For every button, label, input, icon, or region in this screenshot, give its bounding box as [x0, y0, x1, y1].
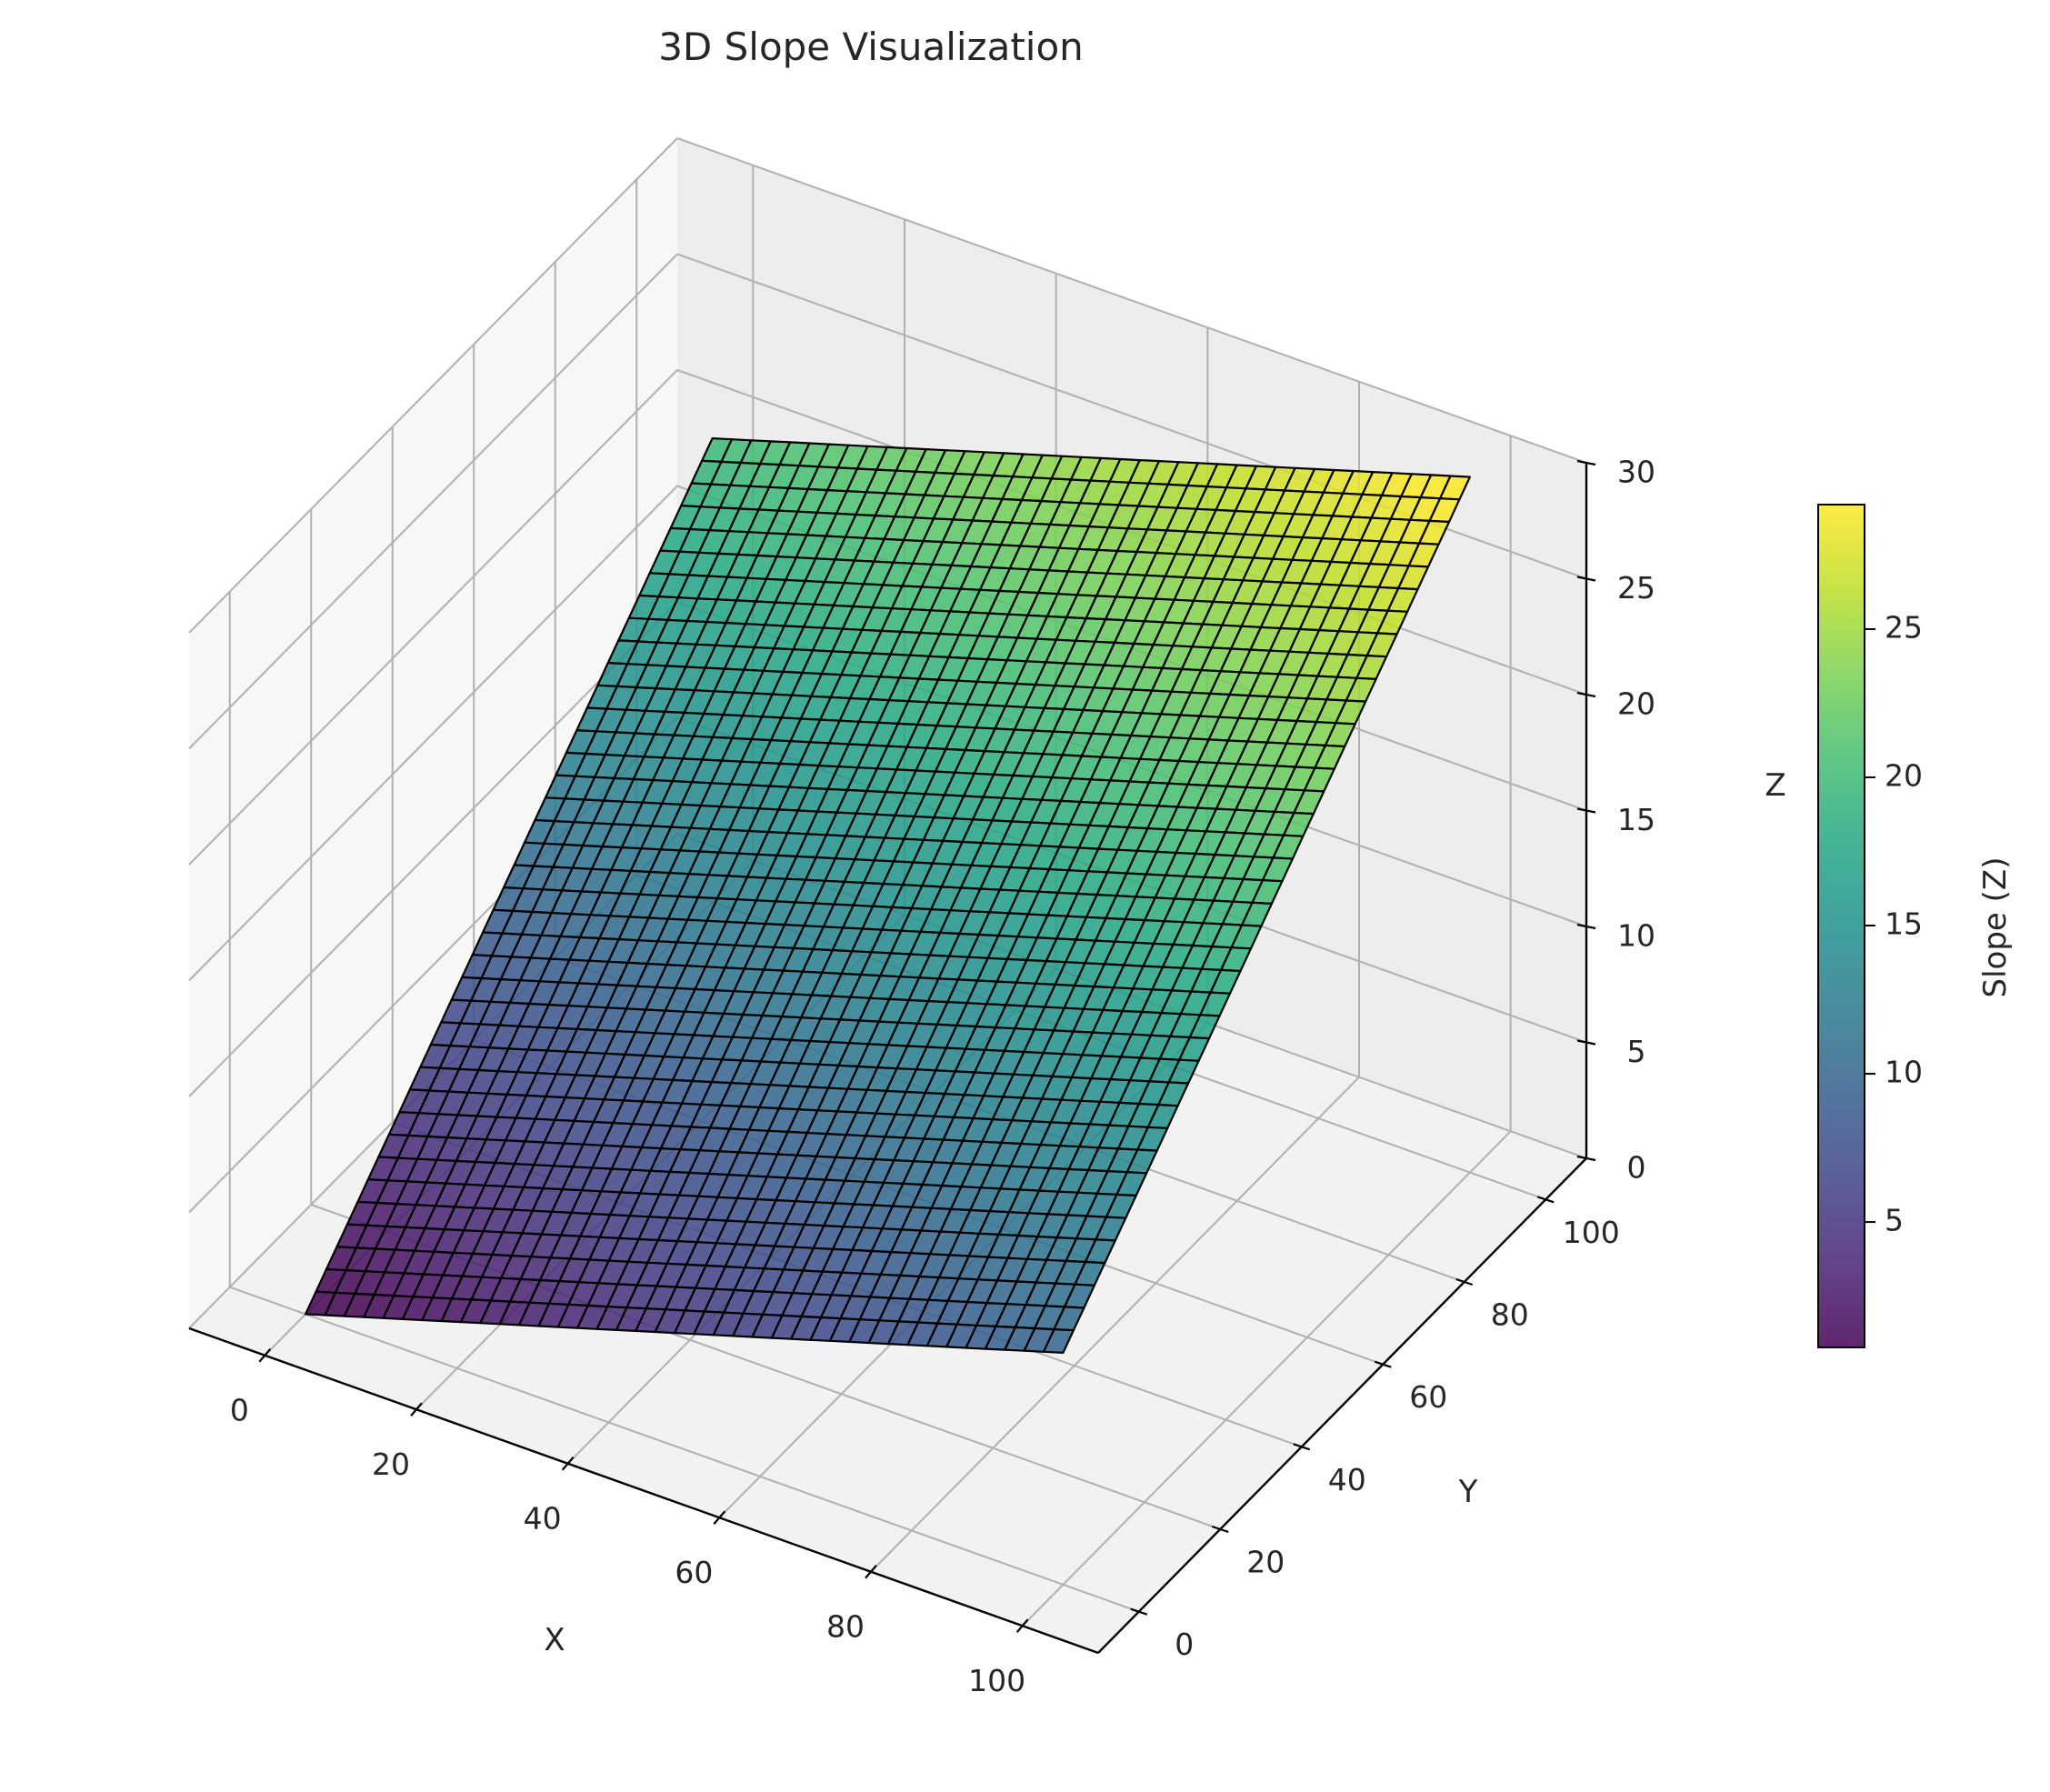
z-tick-label: 30	[1617, 455, 1655, 490]
z-tick-label: 25	[1617, 570, 1655, 606]
gridline-z-left	[188, 485, 678, 982]
z-tick	[1576, 691, 1596, 698]
z-tick-label: 20	[1617, 686, 1655, 722]
z-tick-label: 5	[1627, 1034, 1646, 1069]
gridline-x-floor	[1021, 1130, 1512, 1627]
x-tick-label: 0	[230, 1392, 249, 1427]
y-tick	[1130, 1607, 1148, 1616]
gridline-y-floor	[229, 1286, 1140, 1613]
x-tick-label: 80	[826, 1608, 865, 1644]
y-axis-line	[1097, 1157, 1587, 1654]
gridline-x-floor	[870, 1076, 1360, 1573]
z-tick-label: 0	[1627, 1150, 1646, 1186]
z-tick	[1576, 807, 1596, 814]
x-tick-label: 20	[372, 1447, 410, 1482]
x-tick	[1015, 1618, 1029, 1633]
z-tick	[1576, 459, 1596, 466]
y-tick	[1293, 1443, 1311, 1451]
z-tick	[1576, 576, 1596, 582]
x-tick	[713, 1510, 726, 1525]
y-tick-label: 80	[1491, 1297, 1529, 1333]
x-tick	[410, 1402, 423, 1417]
x-tick	[561, 1457, 575, 1471]
z-tick-label: 10	[1617, 918, 1655, 954]
colorbar-gradient	[1817, 504, 1865, 1348]
y-axis-label: Y	[1458, 1474, 1478, 1510]
z-axis-label: Z	[1765, 767, 1785, 804]
surface-plot	[305, 437, 1472, 1355]
y-tick-label: 20	[1246, 1545, 1285, 1580]
y-tick	[1374, 1360, 1392, 1368]
colorbar-label: Slope (Z)	[1977, 857, 2014, 998]
y-tick-label: 40	[1328, 1462, 1366, 1497]
gridline-z-left	[188, 253, 678, 750]
x-axis-label: X	[544, 1622, 565, 1658]
gridline-z-left	[188, 369, 678, 866]
surface-cell	[1042, 1327, 1075, 1355]
colorbar-tick-label: 5	[1885, 1203, 1904, 1238]
chart-title: 3D Slope Visualization	[658, 25, 1084, 69]
y-tick	[1211, 1525, 1229, 1534]
z-tick-label: 15	[1617, 802, 1655, 837]
gridline-z-left	[188, 137, 678, 634]
gridline-z-back	[676, 137, 1587, 464]
y-axis-ticks: 0 20 40 60 80 100	[1130, 1196, 1620, 1662]
x-axis-line	[188, 1326, 1099, 1655]
z-tick	[1576, 1039, 1596, 1046]
colorbar-tick-label: 10	[1885, 1055, 1923, 1090]
x-axis-ticks: 0 20 40 60 80 100	[230, 1348, 1029, 1698]
x-tick-label: 40	[524, 1500, 562, 1536]
colorbar-tick-label: 25	[1885, 609, 1923, 645]
y-tick-label: 0	[1175, 1627, 1194, 1662]
z-tick	[1576, 1155, 1596, 1162]
x-tick-label: 100	[968, 1663, 1025, 1698]
y-tick	[1536, 1196, 1555, 1204]
colorbar: 5 10 15 20 25	[1817, 504, 1923, 1348]
y-tick-label: 100	[1563, 1215, 1620, 1250]
y-tick	[1455, 1277, 1474, 1286]
z-tick	[1576, 923, 1596, 930]
x-tick	[865, 1565, 877, 1579]
x-tick-label: 60	[675, 1555, 713, 1590]
gridline-z-left	[188, 601, 678, 1097]
z-axis-ticks: 0 5 10 15 20 25 30	[1576, 455, 1655, 1186]
colorbar-tick-label: 20	[1885, 757, 1923, 793]
y-tick-label: 60	[1409, 1379, 1447, 1415]
colorbar-tick-label: 15	[1885, 906, 1923, 942]
x-tick	[258, 1348, 272, 1363]
